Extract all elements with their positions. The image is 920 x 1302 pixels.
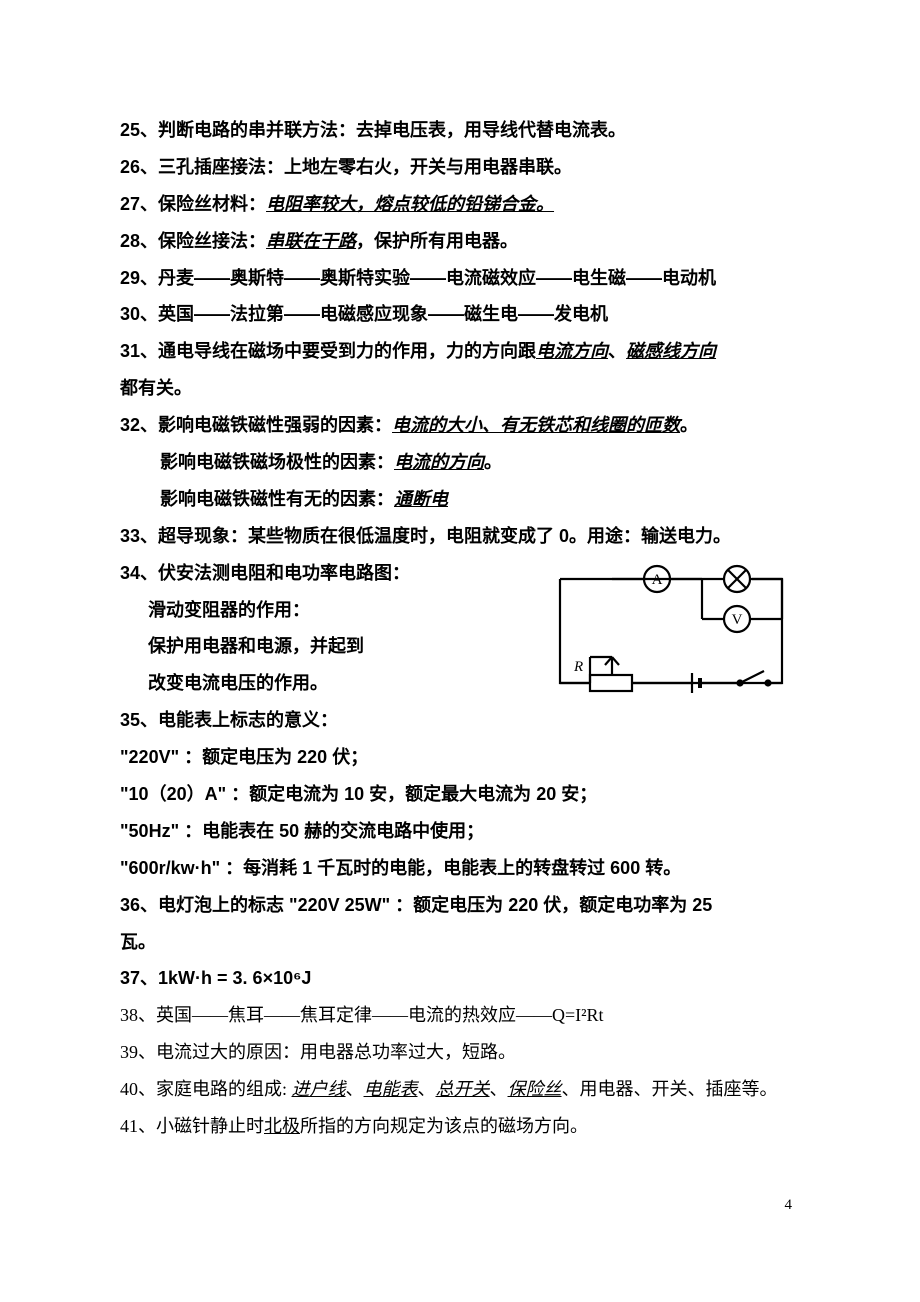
item-35d: "600r/kw·h" ：每消耗 1 千瓦时的电能，电能表上的转盘转过 600 … [120,850,800,887]
page-number: 4 [785,1197,793,1214]
item-31b: 都有关。 [120,370,800,407]
item-36b: 瓦。 [120,924,800,961]
item-35c: "50Hz" ：电能表在 50 赫的交流电路中使用； [120,813,800,850]
item-34c: 改变电流电压的作用。 [120,665,490,702]
item-35: 35、电能表上标志的意义： [120,702,800,739]
item-31: 31、通电导线在磁场中要受到力的作用，力的方向跟电流方向、磁感线方向 [120,333,800,370]
item-34a: 滑动变阻器的作用： [120,592,490,629]
item-30: 30、英国——法拉第——电磁感应现象——磁生电——发电机 [120,296,800,333]
circuit-diagram: A V R [542,561,800,697]
item-33: 33、超导现象：某些物质在很低温度时，电阻就变成了 0。用途：输送电力。 [120,518,800,555]
item-25: 25、判断电路的串并联方法：去掉电压表，用导线代替电流表。 [120,112,800,149]
item-41: 41、小磁针静止时北极所指的方向规定为该点的磁场方向。 [120,1108,800,1145]
item-32: 32、影响电磁铁磁性强弱的因素：电流的大小、有无铁芯和线圈的匝数。 [120,407,800,444]
item-32b: 影响电磁铁磁场极性的因素：电流的方向。 [120,444,800,481]
document-page: 25、判断电路的串并联方法：去掉电压表，用导线代替电流表。 26、三孔插座接法：… [0,0,920,1205]
item-34b: 保护用电器和电源，并起到 [120,628,490,665]
item-40: 40、家庭电路的组成: 进户线、电能表、总开关、保险丝、用电器、开关、插座等。 [120,1071,800,1108]
svg-text:A: A [652,572,663,588]
item-36: 36、电灯泡上的标志 "220V 25W" ：额定电压为 220 伏，额定电功率… [120,887,800,924]
item-28: 28、保险丝接法：串联在干路，保护所有用电器。 [120,223,800,260]
item-35b: "10（20）A" ：额定电流为 10 安，额定最大电流为 20 安； [120,776,800,813]
svg-text:R: R [573,659,583,675]
item-27: 27、保险丝材料：电阻率较大，熔点较低的铅锑合金。 [120,186,800,223]
item-32c: 影响电磁铁磁性有无的因素：通断电 [120,481,800,518]
item-26: 26、三孔插座接法：上地左零右火，开关与用电器串联。 [120,149,800,186]
item-37: 37、1kW·h = 3. 6×10⁶J [120,960,800,997]
item-38: 38、英国——焦耳——焦耳定律——电流的热效应——Q=I²Rt [120,997,800,1034]
item-39: 39、电流过大的原因：用电器总功率过大，短路。 [120,1034,800,1071]
item-35a: "220V" ：额定电压为 220 伏； [120,739,800,776]
svg-text:V: V [732,612,743,628]
item-34-block: 34、伏安法测电阻和电功率电路图： 滑动变阻器的作用： 保护用电器和电源，并起到… [120,555,800,703]
item-29: 29、丹麦——奥斯特——奥斯特实验——电流磁效应——电生磁——电动机 [120,260,800,297]
